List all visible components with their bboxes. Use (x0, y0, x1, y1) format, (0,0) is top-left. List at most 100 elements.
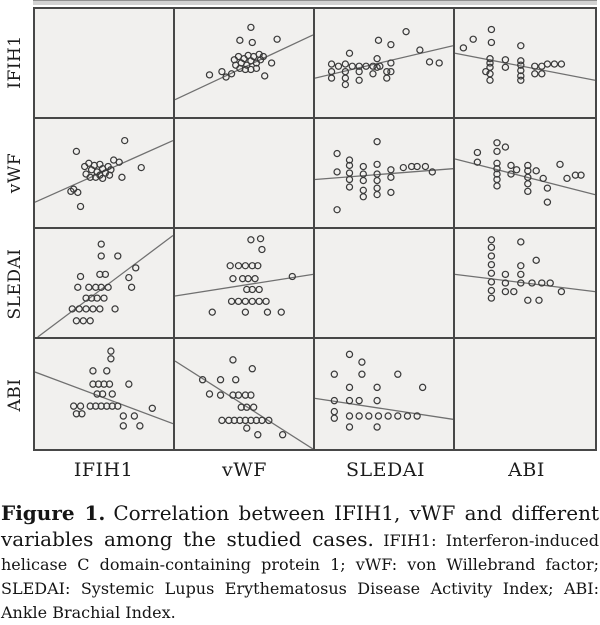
data-point (359, 162, 367, 171)
scatter-matrix-figure: IFIH1 vWF SLEDAI ABI IFIH1 vWF SLEDAI AB… (5, 0, 597, 481)
data-point (473, 148, 482, 157)
data-point (517, 238, 525, 246)
data-point (232, 61, 240, 69)
row-label-ifih1: IFIH1 (5, 35, 25, 89)
data-point (486, 59, 494, 67)
data-point (74, 188, 82, 197)
data-point (369, 70, 377, 78)
data-point (557, 287, 566, 296)
trend-line (455, 52, 595, 81)
data-point (89, 305, 97, 313)
data-point (387, 173, 395, 181)
data-point (557, 60, 566, 68)
data-point (216, 375, 225, 384)
data-point (543, 198, 552, 206)
data-point (345, 423, 354, 431)
data-point (115, 158, 123, 166)
data-point (355, 76, 363, 84)
data-point (76, 202, 85, 211)
data-point (247, 236, 255, 244)
data-point (341, 60, 350, 68)
data-point (487, 294, 496, 302)
data-point (517, 61, 525, 69)
data-point (348, 62, 356, 70)
data-point (531, 70, 539, 78)
data-point (222, 73, 230, 81)
data-point (538, 70, 546, 78)
data-point (278, 430, 287, 439)
cell-IFIH1-vs-ABI (455, 9, 595, 119)
top-bar (33, 0, 597, 5)
data-point (248, 364, 256, 373)
data-point (330, 396, 338, 405)
data-point (234, 391, 243, 399)
data-point (355, 396, 363, 405)
data-point (532, 256, 540, 264)
data-point (473, 158, 482, 166)
data-point (383, 74, 391, 82)
col-label-abi: ABI (508, 459, 545, 481)
data-point (330, 407, 338, 416)
data-point (333, 149, 341, 158)
row-label-sledai: SLEDAI (5, 248, 25, 320)
data-point (402, 28, 410, 36)
data-point (101, 270, 110, 279)
data-point (373, 160, 381, 169)
data-point (79, 317, 87, 325)
cell-vWF-vs-vWF (175, 119, 315, 229)
data-point (241, 297, 250, 306)
data-point (103, 367, 111, 375)
data-point (535, 296, 543, 304)
data-point (345, 396, 354, 405)
data-point (330, 414, 338, 422)
data-point (232, 375, 240, 384)
data-point (517, 66, 525, 75)
data-point (105, 380, 114, 388)
data-point (97, 252, 105, 260)
data-point (387, 59, 395, 67)
data-point (333, 206, 341, 214)
caption-text: Correlation between IFIH1, vWF and diffe… (1, 501, 599, 551)
data-point (255, 297, 263, 306)
data-point (563, 174, 571, 183)
data-point (493, 139, 501, 147)
data-point (501, 287, 510, 296)
data-point (97, 240, 105, 248)
data-point (507, 161, 515, 170)
cell-ABI-vs-vWF (175, 339, 315, 449)
data-point (345, 169, 354, 177)
data-point (258, 245, 266, 254)
data-point (345, 161, 354, 170)
data-point (247, 23, 255, 32)
scatter-matrix-grid (33, 7, 597, 451)
data-point (137, 163, 145, 172)
data-point (218, 416, 226, 425)
data-point (243, 61, 251, 69)
data-point (132, 264, 140, 272)
data-point (556, 160, 564, 169)
data-point (259, 52, 267, 61)
trend-line (315, 45, 453, 79)
data-point (373, 423, 381, 431)
data-point (487, 269, 496, 277)
data-point (74, 283, 82, 291)
data-point (97, 283, 105, 291)
cell-vWF-vs-ABI (455, 119, 595, 229)
data-point (365, 412, 373, 420)
data-point (501, 56, 510, 64)
data-point (125, 273, 133, 282)
data-point (136, 422, 144, 430)
data-point (369, 62, 377, 70)
data-point (96, 305, 104, 313)
data-point (358, 370, 366, 378)
row-label-vwf: vWF (5, 152, 25, 194)
data-point (345, 383, 354, 392)
data-point (75, 305, 83, 313)
data-point (435, 59, 443, 67)
data-point (205, 390, 214, 398)
data-point (127, 283, 136, 291)
data-point (421, 162, 430, 171)
data-point (345, 156, 354, 164)
data-point (327, 60, 336, 68)
data-point (486, 76, 494, 84)
